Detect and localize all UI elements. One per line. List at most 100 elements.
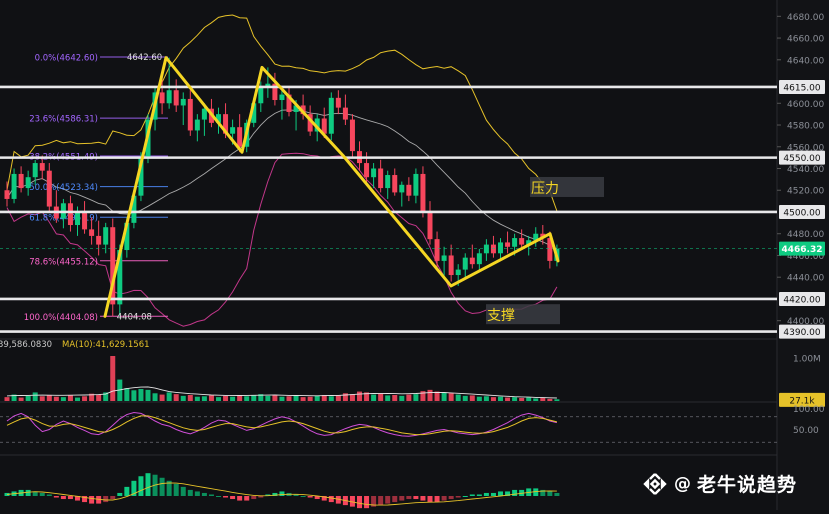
- macd-histogram-bar: [82, 496, 88, 503]
- volume-bar: [131, 390, 137, 401]
- candle-body: [533, 233, 539, 241]
- volume-bar: [357, 391, 362, 401]
- macd-histogram-bar: [159, 477, 165, 496]
- macd-histogram-bar: [469, 494, 475, 496]
- candle-body: [82, 211, 88, 230]
- candle-body: [39, 163, 45, 171]
- macd-histogram-bar: [364, 496, 370, 509]
- key-level-tag: [779, 79, 825, 94]
- volume-bar: [110, 356, 116, 401]
- candle-body: [441, 255, 447, 261]
- macd-histogram-bar: [399, 496, 405, 501]
- macd-histogram-bar: [547, 491, 553, 496]
- volume-bar: [152, 393, 158, 401]
- macd-histogram-bar: [244, 496, 250, 501]
- macd-histogram-bar: [173, 483, 179, 496]
- volume-bar: [244, 396, 250, 401]
- candle-body: [173, 90, 179, 106]
- volume-bar: [194, 396, 200, 401]
- volume-bar: [314, 395, 320, 401]
- macd-histogram-bar: [371, 496, 377, 507]
- candle-body: [96, 235, 102, 245]
- macd-histogram-bar: [300, 496, 306, 497]
- macd-histogram-bar: [194, 491, 200, 496]
- macd-histogram-bar: [145, 473, 151, 496]
- macd-histogram-bar: [321, 496, 327, 501]
- candle-body: [201, 108, 207, 120]
- volume-bar: [67, 395, 73, 401]
- macd-histogram-bar: [117, 492, 123, 496]
- macd-histogram-bar: [328, 496, 334, 503]
- volume-bar: [512, 397, 518, 401]
- candle-body: [25, 177, 31, 189]
- candle-body: [251, 103, 257, 123]
- price-tick-label: 4400.00: [787, 317, 824, 327]
- volume-bar: [399, 395, 405, 401]
- volume-bar: [258, 394, 264, 401]
- macd-histogram-bar: [180, 486, 186, 496]
- candle-body: [216, 114, 221, 123]
- high-marker-label: 4642.60: [127, 53, 162, 63]
- volume-bar: [251, 395, 257, 401]
- volume-bar: [223, 395, 229, 401]
- key-level-label: 4550.00: [783, 154, 820, 164]
- volume-bar: [378, 393, 384, 401]
- support-annotation: 支撑: [486, 304, 560, 325]
- volume-bar: [293, 395, 299, 401]
- fib-level-label: 0.0%(4642.60): [35, 53, 98, 63]
- candle-body: [342, 107, 348, 120]
- oscillator-tick-label: 50.00: [793, 426, 819, 436]
- boll-lower-line: [6, 152, 558, 327]
- macd-histogram-bar: [420, 496, 426, 501]
- candle-body: [321, 118, 327, 134]
- volume-bar: [25, 395, 31, 401]
- key-level-tag: [779, 291, 825, 306]
- volume-bar: [11, 394, 17, 401]
- candle-body: [75, 211, 80, 226]
- volume-bar: [180, 395, 186, 401]
- volume-bar: [349, 394, 355, 401]
- macd-histogram-bar: [272, 492, 278, 496]
- volume-bar: [159, 394, 165, 401]
- candle-body: [469, 257, 475, 265]
- candle-body: [385, 175, 391, 189]
- macd-histogram-bar: [25, 489, 31, 496]
- macd-histogram-bar: [349, 496, 355, 507]
- candle-body: [307, 114, 313, 132]
- macd-histogram-bar: [307, 496, 313, 498]
- price-tick-label: 4600.00: [787, 100, 824, 110]
- volume-bar: [448, 393, 454, 401]
- macd-histogram-bar: [483, 492, 489, 496]
- volume-bar: [124, 388, 130, 401]
- candle-body: [67, 203, 73, 226]
- macd-histogram-bar: [265, 494, 271, 496]
- annotation-box: [530, 176, 604, 197]
- candle-body: [32, 163, 38, 178]
- volume-bar: [39, 396, 45, 401]
- macd-histogram-bar: [512, 489, 518, 496]
- volume-ma-legend: MA(10):41,629.1561: [62, 340, 150, 350]
- price-tick-label: 4560.00: [787, 143, 824, 153]
- macd-histogram-bar: [498, 491, 503, 496]
- fib-level-label: 50.0%(4523.34): [29, 183, 98, 193]
- volume-bar: [89, 393, 95, 401]
- current-price-label: 4466.32: [782, 245, 823, 255]
- volume-bar: [469, 395, 475, 401]
- candle-body: [399, 184, 405, 193]
- annotation-text: 压力: [531, 181, 559, 197]
- candle-body: [349, 119, 355, 152]
- macd-histogram-bar: [46, 494, 52, 496]
- candle-body: [505, 242, 511, 247]
- price-tick-label: 4540.00: [787, 165, 824, 175]
- macd-histogram-bar: [138, 476, 144, 496]
- candle-body: [258, 86, 264, 104]
- volume-bar: [103, 392, 109, 401]
- macd-histogram-bar: [540, 489, 546, 496]
- macd-histogram-bar: [413, 496, 419, 500]
- macd-histogram-bar: [103, 496, 109, 503]
- boll-upper-line: [6, 14, 558, 212]
- annotation-text: 支撑: [487, 308, 515, 324]
- key-level-label: 4420.00: [783, 295, 820, 305]
- volume-bar: [519, 398, 525, 401]
- volume-bar: [145, 389, 151, 401]
